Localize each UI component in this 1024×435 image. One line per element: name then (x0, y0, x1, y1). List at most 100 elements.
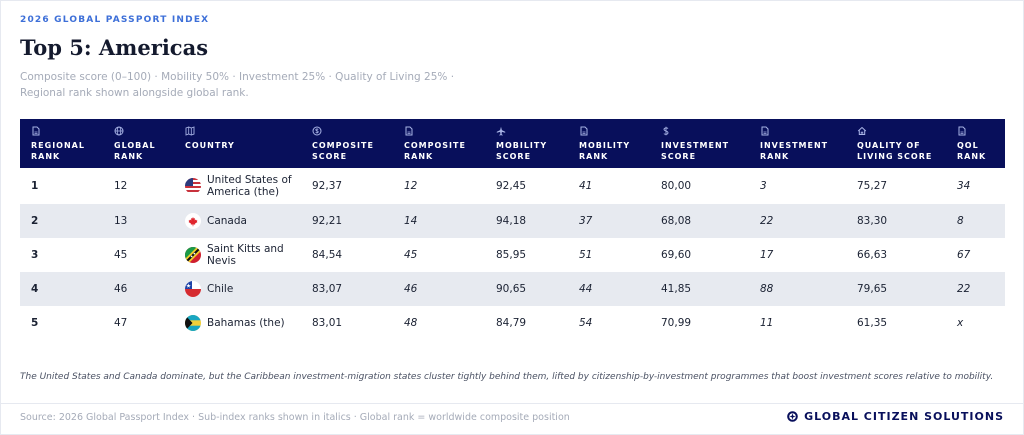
mobility-rank-cell: 41 (579, 179, 593, 192)
qol-rank-cell: 67 (957, 248, 971, 261)
column-header-line-1: COMPOSITE (312, 141, 374, 150)
subtitle: Composite score (0–100) · Mobility 50% ·… (20, 69, 454, 101)
column-header-line-1: COUNTRY (185, 141, 235, 150)
chile-flag-icon (185, 281, 201, 297)
mobility-score-cell: 84,79 (496, 316, 527, 329)
document-icon (760, 126, 846, 138)
column-header-global-rank[interactable]: GLOBAL RANK (103, 119, 174, 168)
column-header-line-1: GLOBAL (114, 141, 156, 150)
composite-score-cell: 84,54 (312, 248, 343, 261)
document-icon (404, 126, 485, 138)
composite-rank-cell: 14 (393, 204, 485, 238)
dollar-icon (661, 126, 749, 138)
composite-rank-cell: 46 (393, 272, 485, 306)
column-header-investment-score[interactable]: INVESTMENT SCORE (650, 119, 749, 168)
column-header-country[interactable]: COUNTRY (174, 119, 301, 168)
investment-rank-cell: 17 (760, 248, 774, 261)
ranking-table: REGIONAL RANK GLOBAL RANK COUNTRY COMPOS… (20, 119, 1005, 340)
column-header-qol-score[interactable]: QUALITY OF LIVING SCORE (846, 119, 946, 168)
country-name: United States of America (the) (207, 173, 292, 199)
global-rank-cell: 46 (103, 272, 174, 306)
global-rank-cell: 13 (103, 204, 174, 238)
regional-rank-cell: 1 (31, 179, 39, 192)
country-cell: Chile (174, 272, 301, 306)
investment-score-cell: 68,08 (650, 204, 749, 238)
table-row: 1 12 United States of America (the) 92,37… (20, 168, 1005, 204)
composite-score-cell: 92,37 (312, 179, 343, 192)
global-rank-cell: 45 (114, 248, 128, 261)
column-header-line-2: SCORE (496, 152, 532, 161)
regional-rank-cell: 3 (31, 248, 39, 261)
qol-rank-cell: 22 (946, 272, 1005, 306)
brand-name: GLOBAL CITIZEN SOLUTIONS (804, 410, 1004, 423)
column-header-line-1: QOL (957, 141, 979, 150)
qol-rank-cell: 34 (957, 179, 971, 192)
column-header-line-1: MOBILITY (579, 141, 631, 150)
regional-rank-cell: 4 (20, 272, 103, 306)
country-name: Chile (207, 282, 234, 295)
column-header-line-1: COMPOSITE (404, 141, 466, 150)
us-flag-icon (185, 178, 201, 194)
mobility-score-cell: 92,45 (496, 179, 527, 192)
column-header-qol-rank[interactable]: QOL RANK (946, 119, 1005, 168)
country-name: Saint Kitts and Nevis (207, 242, 284, 268)
column-header-line-1: INVESTMENT (661, 141, 730, 150)
document-icon (31, 126, 103, 138)
column-header-mobility-rank[interactable]: MOBILITY RANK (568, 119, 650, 168)
investment-rank-cell: 88 (749, 272, 846, 306)
qol-score-cell: 75,27 (857, 179, 888, 192)
investment-rank-cell: 22 (749, 204, 846, 238)
composite-score-cell: 92,21 (301, 204, 393, 238)
column-header-line-2: RANK (579, 152, 609, 161)
investment-rank-cell: 3 (760, 179, 767, 192)
column-header-line-2: SCORE (312, 152, 348, 161)
country-name: Bahamas (the) (207, 316, 285, 329)
column-header-investment-rank[interactable]: INVESTMENT RANK (749, 119, 846, 168)
footer-divider (0, 403, 1024, 404)
column-header-line-2: LIVING SCORE (857, 152, 933, 161)
mobility-rank-cell: 37 (568, 204, 650, 238)
globe-icon (114, 126, 174, 138)
eyebrow-label: 2026 GLOBAL PASSPORT INDEX (20, 15, 210, 25)
investment-score-cell: 41,85 (650, 272, 749, 306)
regional-rank-cell: 5 (31, 316, 39, 329)
column-header-mobility-score[interactable]: MOBILITY SCORE (485, 119, 568, 168)
home-icon (857, 126, 946, 138)
coin-icon (312, 126, 393, 138)
investment-score-cell: 70,99 (661, 316, 692, 329)
subtitle-line-2: Regional rank shown alongside global ran… (20, 87, 249, 99)
qol-rank-cell: 8 (946, 204, 1005, 238)
qol-score-cell: 61,35 (857, 316, 888, 329)
investment-score-cell: 69,60 (661, 248, 692, 261)
composite-rank-cell: 45 (404, 248, 418, 261)
bahamas-flag-icon (185, 315, 201, 331)
composite-rank-cell: 48 (404, 316, 418, 329)
column-header-line-2: SCORE (661, 152, 697, 161)
map-icon (185, 126, 301, 138)
brand-logo[interactable]: GLOBAL CITIZEN SOLUTIONS (787, 410, 1004, 423)
country-cell: Bahamas (the) (174, 306, 301, 340)
column-header-line-2: RANK (760, 152, 790, 161)
global-rank-cell: 12 (114, 179, 128, 192)
column-header-composite-score[interactable]: COMPOSITE SCORE (301, 119, 393, 168)
regional-rank-cell: 2 (20, 204, 103, 238)
composite-score-cell: 83,01 (312, 316, 343, 329)
column-header-line-2: RANK (31, 152, 61, 161)
column-header-line-1: QUALITY OF (857, 141, 921, 150)
column-header-composite-rank[interactable]: COMPOSITE RANK (393, 119, 485, 168)
mobility-rank-cell: 44 (568, 272, 650, 306)
qol-rank-cell: x (957, 316, 964, 329)
composite-score-cell: 83,07 (301, 272, 393, 306)
saint-kitts-flag-icon (185, 247, 201, 263)
mobility-score-cell: 85,95 (496, 248, 527, 261)
mobility-rank-cell: 54 (579, 316, 593, 329)
table-header-row: REGIONAL RANK GLOBAL RANK COUNTRY COMPOS… (20, 119, 1005, 168)
composite-rank-cell: 12 (404, 179, 418, 192)
column-header-line-1: INVESTMENT (760, 141, 829, 150)
column-header-regional-rank[interactable]: REGIONAL RANK (20, 119, 103, 168)
column-header-line-2: RANK (957, 152, 987, 161)
country-cell: United States of America (the) (174, 168, 301, 204)
table-row: 4 46 Chile 83,07 46 90,65 44 41,85 88 79… (20, 272, 1005, 306)
document-icon (957, 126, 1005, 138)
column-header-line-2: RANK (404, 152, 434, 161)
